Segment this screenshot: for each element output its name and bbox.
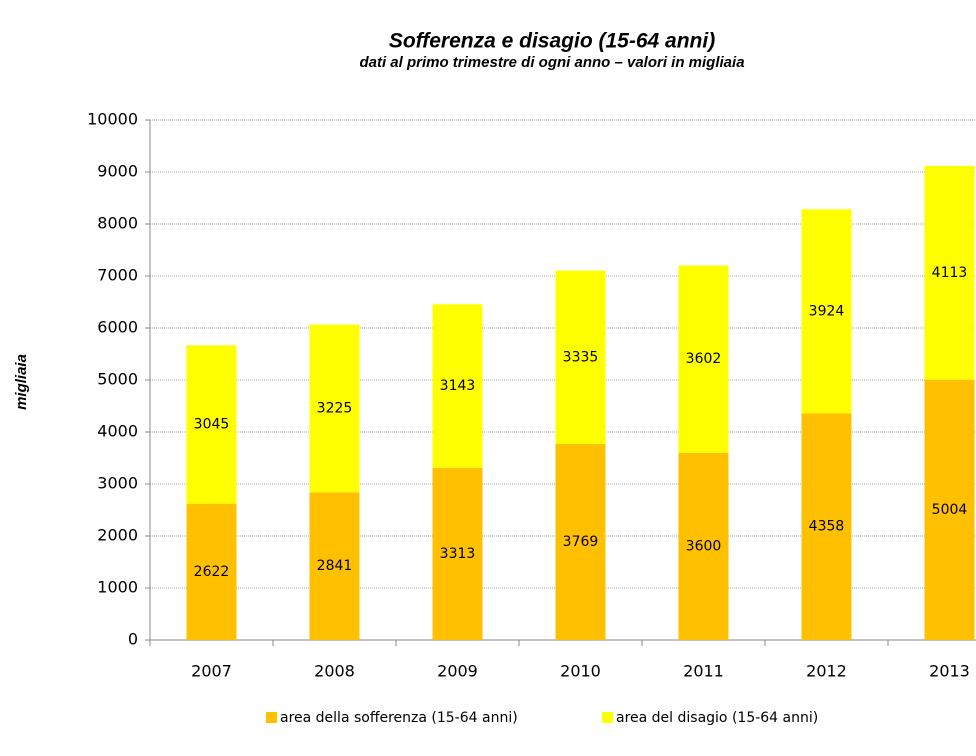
y-tick-label: 9000 [97, 162, 138, 181]
x-tick-label: 2011 [683, 662, 724, 681]
bar-segment [801, 413, 852, 640]
bar-segment [555, 270, 606, 445]
y-tick-label: 2000 [97, 526, 138, 545]
chart-title: Sofferenza e disagio (15-64 anni) [389, 30, 715, 53]
data-label: 4358 [809, 519, 845, 535]
data-label: 3769 [563, 534, 599, 550]
x-tick-label: 2013 [929, 662, 970, 681]
y-tick-label: 6000 [97, 318, 138, 337]
data-label: 3143 [440, 378, 476, 394]
bar-segment [432, 304, 483, 468]
data-label: 2622 [194, 564, 230, 580]
data-label: 3313 [440, 546, 476, 562]
bar-segment [801, 209, 852, 414]
bar-segment [432, 467, 483, 640]
y-tick-label: 1000 [97, 578, 138, 597]
x-tick-label: 2010 [560, 662, 601, 681]
y-tick-label: 3000 [97, 474, 138, 493]
chart-subtitle: dati al primo trimestre di ogni anno – v… [359, 54, 744, 71]
bar-segment [186, 503, 237, 640]
y-tick-label: 0 [128, 630, 138, 649]
bar-segment [678, 452, 729, 640]
data-label: 2841 [317, 558, 353, 574]
bar-segment [924, 165, 975, 380]
bar-segment [186, 345, 237, 504]
data-label: 3600 [686, 538, 722, 554]
y-tick-label: 8000 [97, 214, 138, 233]
x-tick-label: 2012 [806, 662, 847, 681]
bar-segment [309, 324, 360, 493]
bar-segment [924, 379, 975, 640]
legend-label: area della sofferenza (15-64 anni) [280, 710, 518, 726]
data-label: 3045 [194, 416, 230, 432]
bar-segment [309, 492, 360, 640]
data-label: 4113 [932, 265, 968, 281]
data-label: 5004 [932, 502, 968, 518]
bar-segment [678, 265, 729, 453]
data-label: 3602 [686, 351, 722, 367]
legend-swatch [266, 712, 277, 723]
data-label: 3225 [317, 400, 353, 416]
x-tick-label: 2007 [191, 662, 232, 681]
y-tick-label: 10000 [87, 110, 138, 129]
y-tick-label: 5000 [97, 370, 138, 389]
legend-swatch [602, 712, 613, 723]
data-label: 3335 [563, 349, 599, 365]
y-tick-label: 7000 [97, 266, 138, 285]
bar-segment [555, 444, 606, 640]
data-label: 3924 [809, 303, 845, 319]
x-tick-label: 2009 [437, 662, 478, 681]
legend-label: area del disagio (15-64 anni) [616, 710, 818, 726]
y-tick-label: 4000 [97, 422, 138, 441]
x-tick-label: 2008 [314, 662, 355, 681]
y-axis-label: migliaia [13, 354, 30, 410]
